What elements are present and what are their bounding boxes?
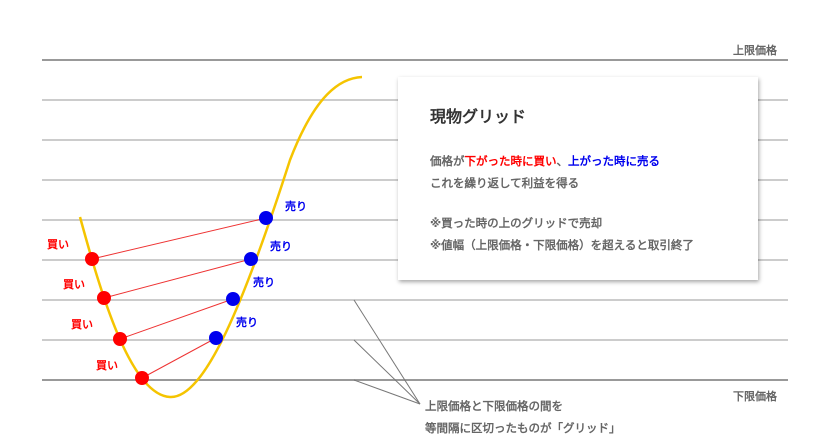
box-line-2: これを繰り返して利益を得る	[430, 176, 580, 190]
buy-point	[135, 371, 149, 385]
lower-limit-label: 下限価格	[733, 390, 777, 403]
sell-label: 売り	[253, 276, 275, 289]
annotation-line-1: 上限価格と下限価格の間を	[425, 399, 563, 413]
buy-point	[97, 291, 111, 305]
box-note-1: ※買った時の上のグリッドで売却	[430, 216, 603, 230]
sell-point	[259, 211, 273, 225]
sell-point	[244, 252, 258, 266]
buy-label: 買い	[47, 238, 69, 251]
annotation-line-2: 等間隔に区切ったものが「グリッド」	[425, 421, 621, 435]
buy-label: 買い	[96, 359, 118, 372]
sell-label: 売り	[270, 240, 292, 253]
sell-label: 売り	[236, 316, 258, 329]
sell-point	[226, 292, 240, 306]
box-title: 現物グリッド	[430, 107, 527, 126]
buy-label: 買い	[63, 278, 85, 291]
box-line-1: 価格が下がった時に買い、上がった時に売る	[430, 154, 660, 168]
sell-label: 売り	[285, 200, 307, 213]
upper-limit-label: 上限価格	[733, 44, 777, 57]
price-curve	[78, 75, 363, 399]
buy-point	[113, 332, 127, 346]
box-note-2: ※値幅（上限価格・下限価格）を超えると取引終了	[430, 238, 694, 252]
buy-label: 買い	[71, 318, 93, 331]
buy-point	[85, 252, 99, 266]
explanation-box: 現物グリッド 価格が下がった時に買い、上がった時に売る これを繰り返して利益を得…	[398, 77, 758, 280]
sell-point	[209, 331, 223, 345]
